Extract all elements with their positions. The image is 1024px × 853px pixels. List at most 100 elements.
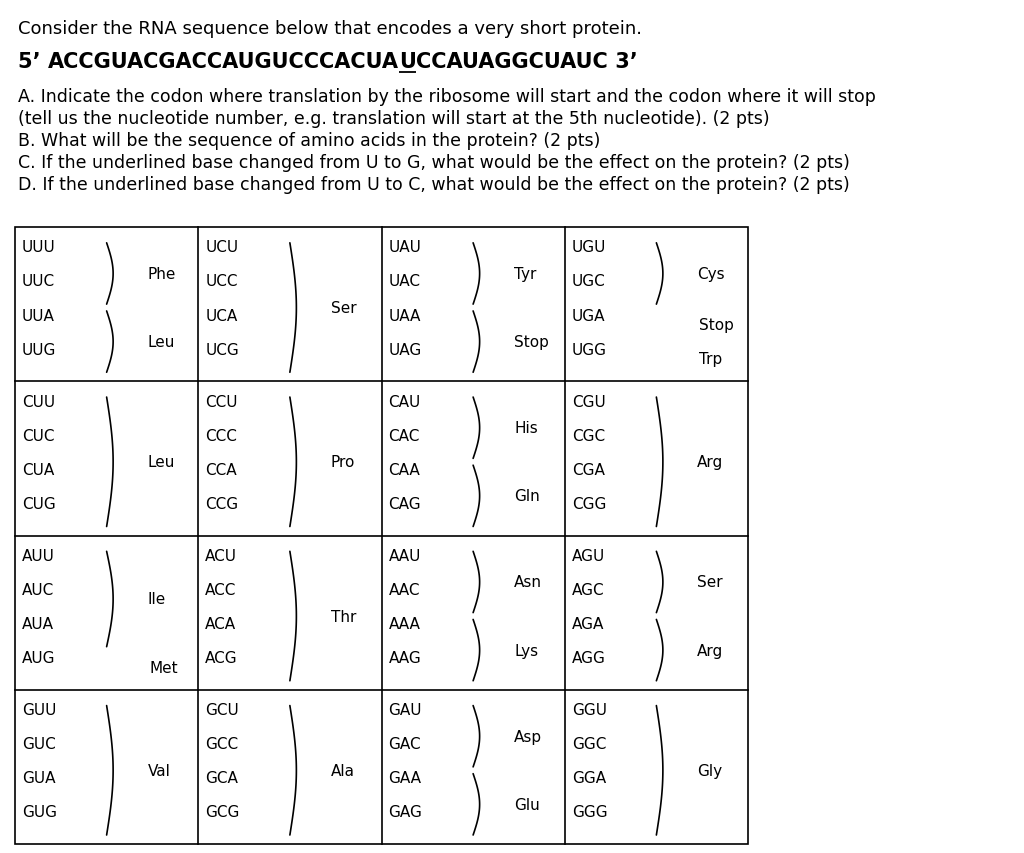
Text: GGU: GGU	[571, 702, 607, 717]
Text: Glu: Glu	[514, 797, 540, 812]
Text: His: His	[514, 421, 538, 436]
Text: ACC: ACC	[205, 583, 237, 597]
Text: GAG: GAG	[388, 804, 422, 820]
Text: CGU: CGU	[571, 394, 605, 409]
Text: UCU: UCU	[205, 241, 239, 255]
Text: CCAUAGGCUAUC: CCAUAGGCUAUC	[416, 52, 607, 72]
Text: C. If the underlined base changed from U to G, what would be the effect on the p: C. If the underlined base changed from U…	[18, 154, 850, 171]
Text: AGU: AGU	[571, 548, 605, 563]
Text: ACG: ACG	[205, 650, 238, 665]
Text: U: U	[399, 52, 416, 72]
Text: GUG: GUG	[22, 804, 57, 820]
Bar	[15, 228, 748, 844]
Text: GUA: GUA	[22, 770, 55, 786]
Text: Asn: Asn	[514, 575, 542, 589]
Text: Arg: Arg	[697, 643, 724, 658]
Text: AAC: AAC	[388, 583, 420, 597]
Text: CUU: CUU	[22, 394, 55, 409]
Text: UGU: UGU	[571, 241, 606, 255]
Text: AAG: AAG	[388, 650, 421, 665]
Text: UGC: UGC	[571, 274, 605, 289]
Text: AGA: AGA	[571, 617, 604, 631]
Text: GGG: GGG	[571, 804, 607, 820]
Text: GUU: GUU	[22, 702, 56, 717]
Text: UAC: UAC	[388, 274, 421, 289]
Text: CGA: CGA	[571, 462, 604, 477]
Text: UGG: UGG	[571, 342, 607, 357]
Text: Gln: Gln	[514, 489, 540, 504]
Text: AUA: AUA	[22, 617, 54, 631]
Text: GGC: GGC	[571, 736, 606, 751]
Text: AUG: AUG	[22, 650, 55, 665]
Text: Asp: Asp	[514, 728, 543, 744]
Text: GCA: GCA	[205, 770, 239, 786]
Text: Lys: Lys	[514, 643, 539, 658]
Text: UGA: UGA	[571, 308, 605, 323]
Text: GCU: GCU	[205, 702, 239, 717]
Text: Trp: Trp	[699, 351, 723, 367]
Text: 5’: 5’	[18, 52, 48, 72]
Text: Ser: Ser	[697, 575, 723, 589]
Text: Thr: Thr	[331, 609, 356, 624]
Text: CGG: CGG	[571, 496, 606, 511]
Text: UUA: UUA	[22, 308, 55, 323]
Text: GAU: GAU	[388, 702, 422, 717]
Text: CAA: CAA	[388, 462, 420, 477]
Text: GAC: GAC	[388, 736, 421, 751]
Text: Consider the RNA sequence below that encodes a very short protein.: Consider the RNA sequence below that enc…	[18, 20, 642, 38]
Text: CAG: CAG	[388, 496, 421, 511]
Text: CCC: CCC	[205, 428, 238, 444]
Text: Stop: Stop	[514, 334, 549, 350]
Text: Stop: Stop	[699, 317, 734, 333]
Text: Tyr: Tyr	[514, 267, 537, 281]
Text: UUU: UUU	[22, 241, 55, 255]
Text: UAA: UAA	[388, 308, 421, 323]
Text: GAA: GAA	[388, 770, 422, 786]
Text: UUG: UUG	[22, 342, 56, 357]
Text: ACCGUACGACCAUGUCCCACUA: ACCGUACGACCAUGUCCCACUA	[48, 52, 399, 72]
Text: CGC: CGC	[571, 428, 605, 444]
Text: Ala: Ala	[331, 763, 355, 778]
Text: Leu: Leu	[147, 334, 175, 350]
Text: AUU: AUU	[22, 548, 55, 563]
Text: 3’: 3’	[607, 52, 637, 72]
Text: CAU: CAU	[388, 394, 421, 409]
Text: Ser: Ser	[331, 300, 356, 316]
Text: Val: Val	[147, 763, 170, 778]
Text: Pro: Pro	[331, 455, 355, 470]
Text: AAU: AAU	[388, 548, 421, 563]
Text: Cys: Cys	[697, 267, 725, 281]
Text: UUC: UUC	[22, 274, 55, 289]
Text: AGC: AGC	[571, 583, 604, 597]
Text: D. If the underlined base changed from U to C, what would be the effect on the p: D. If the underlined base changed from U…	[18, 176, 850, 194]
Text: CAC: CAC	[388, 428, 420, 444]
Text: Phe: Phe	[147, 267, 176, 281]
Text: GCG: GCG	[205, 804, 240, 820]
Text: CCA: CCA	[205, 462, 237, 477]
Text: Gly: Gly	[697, 763, 723, 778]
Text: UCC: UCC	[205, 274, 238, 289]
Text: UCA: UCA	[205, 308, 238, 323]
Text: UCG: UCG	[205, 342, 239, 357]
Text: ACA: ACA	[205, 617, 237, 631]
Text: Leu: Leu	[147, 455, 175, 470]
Text: GUC: GUC	[22, 736, 55, 751]
Text: GGA: GGA	[571, 770, 606, 786]
Text: CUG: CUG	[22, 496, 55, 511]
Text: AUC: AUC	[22, 583, 54, 597]
Text: AGG: AGG	[571, 650, 605, 665]
Text: CCG: CCG	[205, 496, 239, 511]
Text: Arg: Arg	[697, 455, 724, 470]
Text: B. What will be the sequence of amino acids in the protein? (2 pts): B. What will be the sequence of amino ac…	[18, 132, 600, 150]
Text: (tell us the nucleotide number, e.g. translation will start at the 5th nucleotid: (tell us the nucleotide number, e.g. tra…	[18, 110, 770, 128]
Text: Met: Met	[150, 660, 178, 675]
Text: Ile: Ile	[147, 592, 166, 606]
Text: CCU: CCU	[205, 394, 238, 409]
Text: AAA: AAA	[388, 617, 421, 631]
Text: UAG: UAG	[388, 342, 422, 357]
Text: GCC: GCC	[205, 736, 239, 751]
Text: CUC: CUC	[22, 428, 54, 444]
Text: CUA: CUA	[22, 462, 54, 477]
Text: UAU: UAU	[388, 241, 421, 255]
Text: A. Indicate the codon where translation by the ribosome will start and the codon: A. Indicate the codon where translation …	[18, 88, 876, 106]
